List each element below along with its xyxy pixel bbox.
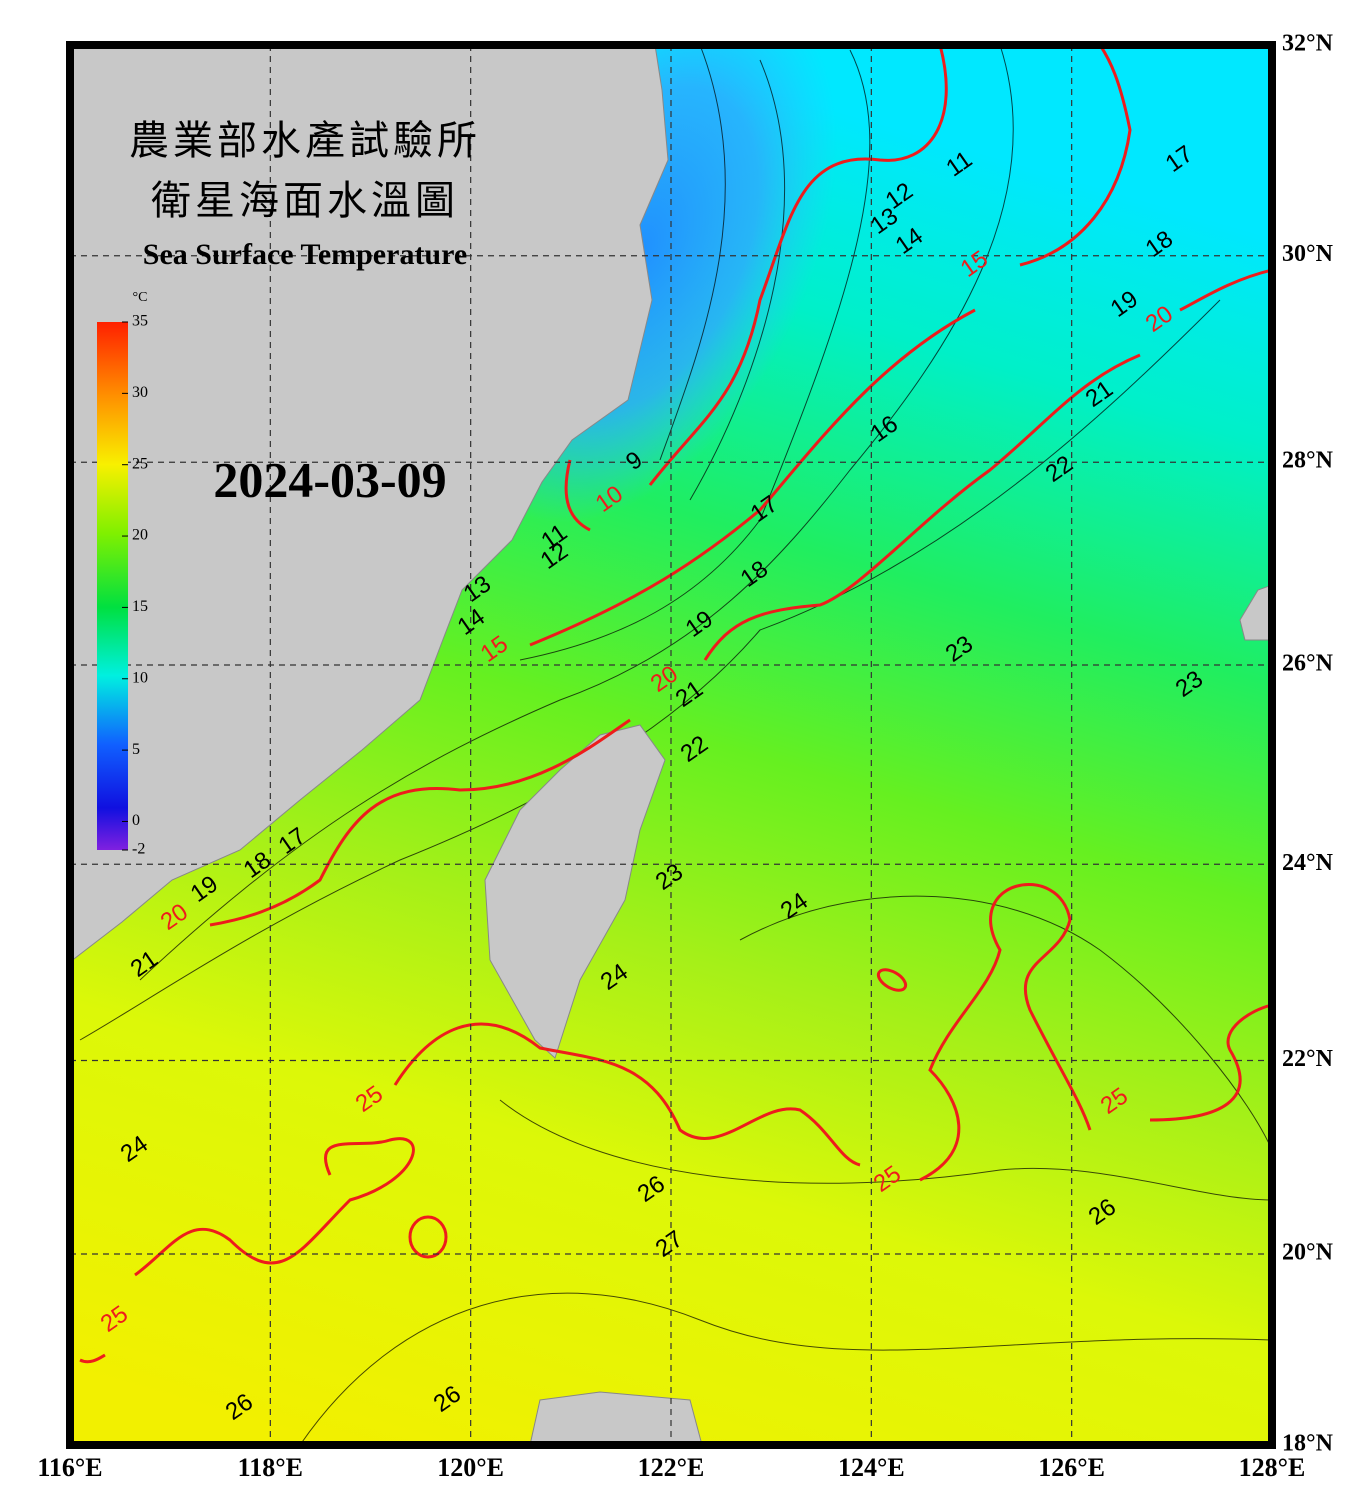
grid — [70, 45, 1272, 1445]
x-tick-label: 122°E — [638, 1453, 705, 1482]
colorbar-tick-label: 15 — [132, 598, 148, 615]
x-tick-label: 118°E — [238, 1453, 303, 1482]
y-tick-label: 20°N — [1282, 1239, 1334, 1265]
colorbar — [97, 322, 128, 850]
x-tick-label: 116°E — [37, 1453, 102, 1482]
title-en: Sea Surface Temperature — [143, 238, 467, 271]
title-zh: 農業部水產試驗所 — [129, 118, 481, 163]
y-tick-label: 18°N — [1282, 1431, 1334, 1457]
y-tick-label: 22°N — [1282, 1046, 1334, 1072]
colorbar-tick-label: -2 — [132, 841, 145, 858]
isotherm-major — [79, 45, 1272, 1364]
x-tick-label: 120°E — [437, 1453, 504, 1482]
land — [70, 45, 1272, 1445]
y-tick-label: 28°N — [1282, 448, 1334, 474]
y-tick-label: 26°N — [1282, 650, 1334, 676]
x-tick-label: 126°E — [1038, 1453, 1105, 1482]
map-area: 1112131415171819202116229101112171819202… — [70, 45, 1272, 1445]
x-tick-label: 128°E — [1239, 1453, 1306, 1482]
colorbar-tick-label: 25 — [132, 455, 148, 472]
axes: 116°E 118°E 120°E 122°E 124°E 126°E 128°E18°N 2… — [37, 31, 1333, 1482]
date: 2024-03-09 — [213, 451, 446, 507]
colorbar-tick-label: 20 — [132, 527, 148, 544]
colorbar-tick-label: 10 — [132, 669, 148, 686]
y-tick-label: 32°N — [1282, 31, 1334, 57]
colorbar-tick-label: 35 — [132, 313, 148, 330]
y-tick-label: 30°N — [1282, 241, 1334, 267]
title-zh: 衛星海面水溫圖 — [151, 178, 459, 223]
colorbar-tick-label: 5 — [132, 741, 140, 758]
x-tick-label: 124°E — [838, 1453, 905, 1482]
colorbar-tick-label: 0 — [132, 812, 140, 829]
y-tick-label: 24°N — [1282, 850, 1334, 876]
colorbar-tick-label: 30 — [132, 384, 148, 401]
map-frame — [66, 41, 1276, 1449]
colorbar-unit: °C — [133, 290, 148, 305]
